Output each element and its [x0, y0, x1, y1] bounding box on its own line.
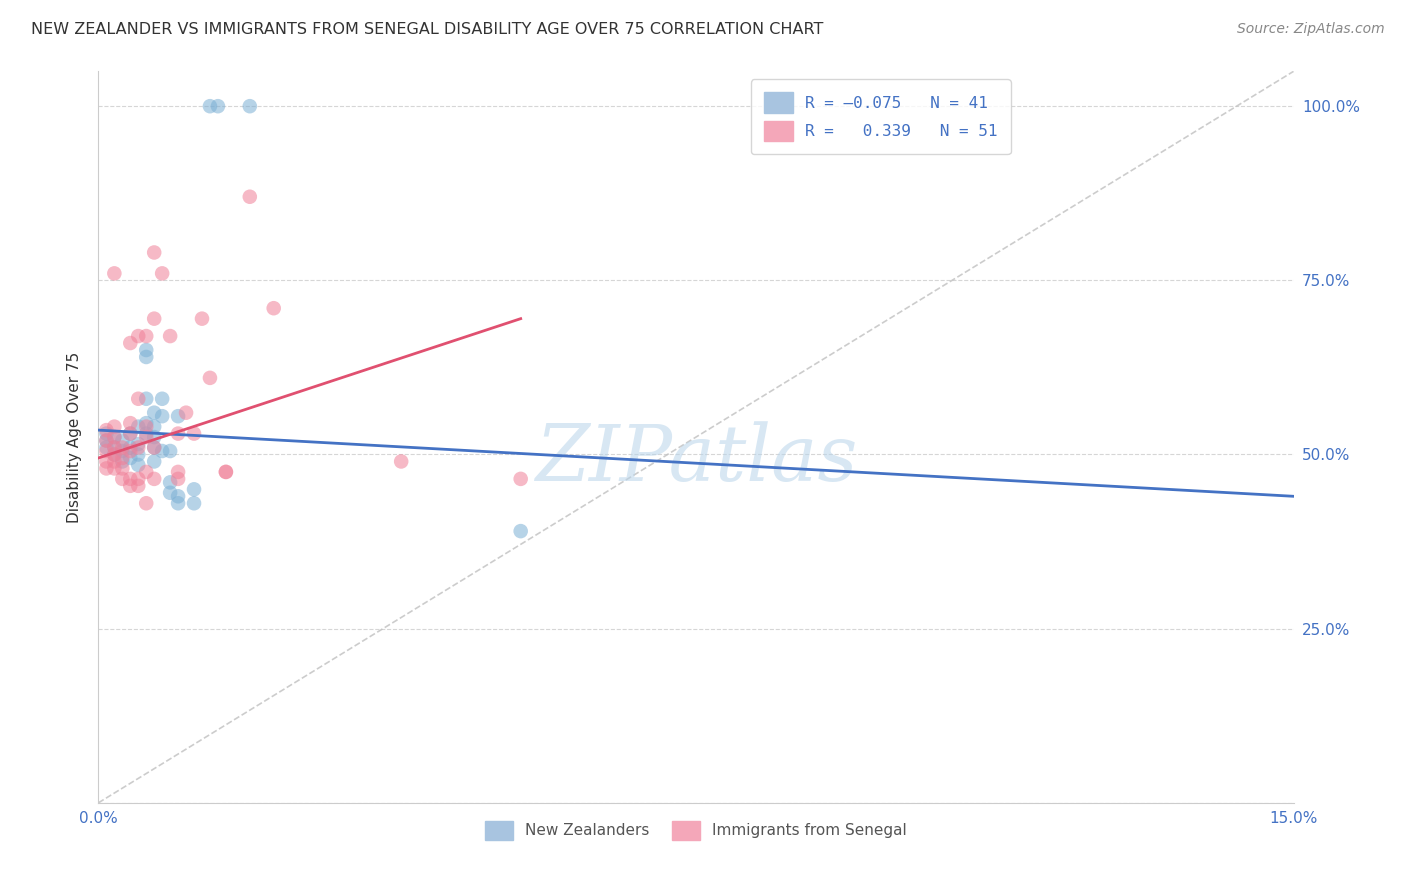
- Point: [143, 311, 166, 326]
- Point: [239, 99, 262, 113]
- Point: [150, 409, 173, 424]
- Legend: New Zealanders, Immigrants from Senegal: New Zealanders, Immigrants from Senegal: [479, 814, 912, 847]
- Point: [120, 450, 142, 465]
- Point: [150, 266, 173, 280]
- Point: [215, 465, 238, 479]
- Point: [103, 461, 125, 475]
- Point: [111, 434, 134, 448]
- Point: [120, 441, 142, 455]
- Point: [159, 329, 181, 343]
- Point: [103, 419, 125, 434]
- Point: [509, 472, 531, 486]
- Point: [135, 426, 157, 441]
- Point: [127, 479, 149, 493]
- Point: [111, 472, 134, 486]
- Point: [135, 496, 157, 510]
- Point: [167, 472, 190, 486]
- Text: ZIPatlas: ZIPatlas: [534, 421, 858, 497]
- Point: [120, 479, 142, 493]
- Point: [183, 426, 205, 441]
- Text: NEW ZEALANDER VS IMMIGRANTS FROM SENEGAL DISABILITY AGE OVER 75 CORRELATION CHAR: NEW ZEALANDER VS IMMIGRANTS FROM SENEGAL…: [31, 22, 824, 37]
- Point: [96, 444, 118, 458]
- Point: [143, 472, 166, 486]
- Point: [103, 448, 125, 462]
- Text: Source: ZipAtlas.com: Source: ZipAtlas.com: [1237, 22, 1385, 37]
- Point: [127, 448, 149, 462]
- Point: [135, 392, 157, 406]
- Point: [111, 444, 134, 458]
- Point: [263, 301, 285, 316]
- Point: [143, 245, 166, 260]
- Point: [135, 329, 157, 343]
- Point: [111, 461, 134, 475]
- Point: [150, 444, 173, 458]
- Point: [135, 343, 157, 357]
- Point: [167, 426, 190, 441]
- Point: [167, 489, 190, 503]
- Point: [96, 426, 118, 441]
- Point: [239, 190, 262, 204]
- Point: [159, 475, 181, 490]
- Point: [143, 419, 166, 434]
- Point: [135, 430, 157, 444]
- Point: [127, 441, 149, 455]
- Point: [96, 423, 118, 437]
- Point: [143, 441, 166, 455]
- Point: [509, 524, 531, 538]
- Point: [167, 496, 190, 510]
- Point: [127, 329, 149, 343]
- Point: [127, 472, 149, 486]
- Point: [96, 441, 118, 455]
- Point: [96, 434, 118, 448]
- Point: [111, 450, 134, 465]
- Point: [159, 444, 181, 458]
- Point: [96, 461, 118, 475]
- Point: [103, 430, 125, 444]
- Point: [103, 266, 125, 280]
- Point: [111, 454, 134, 468]
- Point: [215, 465, 238, 479]
- Point: [143, 406, 166, 420]
- Point: [167, 465, 190, 479]
- Point: [135, 419, 157, 434]
- Y-axis label: Disability Age Over 75: Disability Age Over 75: [67, 351, 83, 523]
- Point: [103, 448, 125, 462]
- Point: [135, 465, 157, 479]
- Point: [103, 441, 125, 455]
- Point: [96, 434, 118, 448]
- Point: [198, 99, 221, 113]
- Point: [127, 392, 149, 406]
- Point: [127, 458, 149, 472]
- Point: [135, 350, 157, 364]
- Point: [174, 406, 197, 420]
- Point: [183, 483, 205, 497]
- Point: [120, 426, 142, 441]
- Point: [111, 441, 134, 455]
- Point: [191, 311, 214, 326]
- Point: [103, 454, 125, 468]
- Point: [150, 392, 173, 406]
- Point: [127, 437, 149, 451]
- Point: [120, 416, 142, 430]
- Point: [120, 426, 142, 441]
- Point: [103, 430, 125, 444]
- Point: [198, 371, 221, 385]
- Point: [207, 99, 229, 113]
- Point: [183, 496, 205, 510]
- Point: [143, 441, 166, 455]
- Point: [103, 441, 125, 455]
- Point: [127, 419, 149, 434]
- Point: [159, 485, 181, 500]
- Point: [167, 409, 190, 424]
- Point: [143, 454, 166, 468]
- Point: [120, 336, 142, 351]
- Point: [389, 454, 412, 468]
- Point: [143, 430, 166, 444]
- Point: [120, 444, 142, 458]
- Point: [120, 472, 142, 486]
- Point: [135, 416, 157, 430]
- Point: [96, 454, 118, 468]
